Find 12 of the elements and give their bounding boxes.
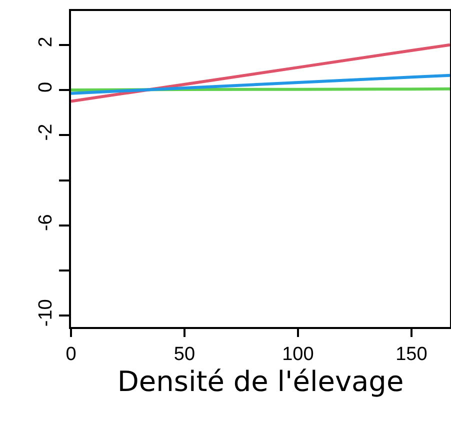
y-tick-label: -10: [35, 299, 56, 327]
y-tick-label: -2: [35, 124, 56, 141]
line-series: [71, 74, 450, 95]
y-tick-label: 2: [35, 36, 56, 48]
y-tick-label: 0: [35, 82, 56, 92]
y-tick-label: -6: [35, 214, 56, 232]
x-tick-label: 50: [174, 344, 196, 365]
x-axis-title: Densité de l'élevage: [117, 364, 404, 398]
x-tick-label: 150: [396, 344, 428, 365]
x-tick-label: 100: [282, 344, 314, 365]
x-tick-label: 0: [66, 344, 76, 365]
line-series: [71, 43, 450, 103]
